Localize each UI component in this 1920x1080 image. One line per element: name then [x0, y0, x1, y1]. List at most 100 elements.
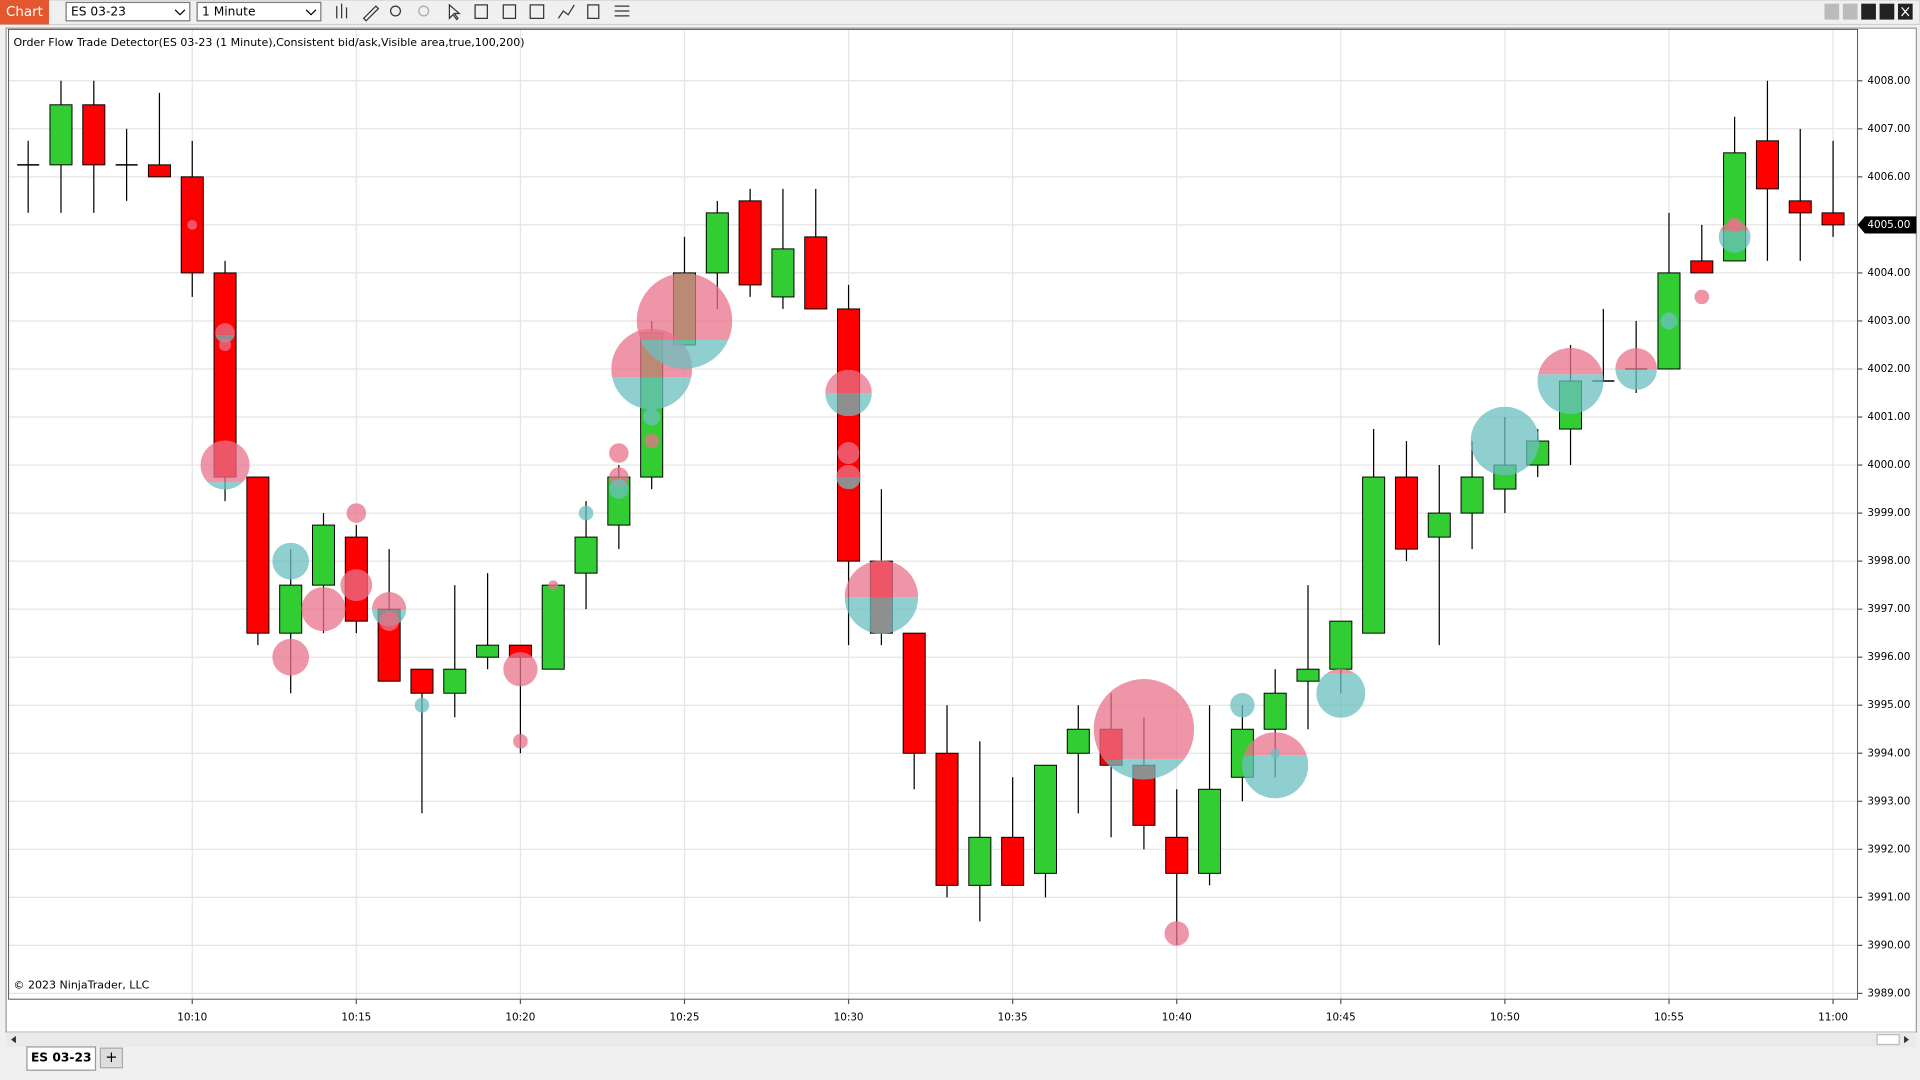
- y-tick-label: 3993.00: [1867, 795, 1910, 807]
- candle-body: [1263, 692, 1287, 730]
- y-tick-label: 3990.00: [1867, 939, 1910, 951]
- bubble-buy: [844, 597, 919, 634]
- bubble-buy: [1242, 755, 1309, 799]
- candle-body: [738, 200, 762, 286]
- bubble-sell: [1164, 921, 1189, 946]
- zoom-out-icon[interactable]: [418, 5, 430, 17]
- pointer-icon[interactable]: [448, 3, 461, 21]
- tab-label[interactable]: ES 03-23: [31, 1050, 92, 1064]
- y-tick-label: 3991.00: [1867, 891, 1910, 903]
- window-buttons: [1824, 3, 1913, 20]
- scrollbar[interactable]: [6, 1032, 1917, 1047]
- bubble-sell: [187, 219, 198, 230]
- candle-body: [902, 632, 926, 754]
- bubble-buy: [414, 697, 430, 713]
- bubble-sell: [644, 433, 660, 449]
- bubble-buy: [1615, 368, 1657, 390]
- y-tick-label: 4000.00: [1867, 459, 1910, 471]
- candle-body: [1165, 836, 1189, 874]
- plot-frame: [8, 28, 1859, 1000]
- templates-icon[interactable]: [502, 4, 517, 19]
- candle-body: [1033, 764, 1057, 874]
- x-tick-label: 10:25: [670, 1012, 700, 1024]
- candle-body: [1460, 476, 1484, 514]
- y-tick-label: 4003.00: [1867, 315, 1910, 327]
- candle-body: [147, 164, 171, 178]
- bubble-buy: [578, 505, 594, 521]
- x-tick-label: 10:10: [177, 1012, 207, 1024]
- bubble-sell: [215, 323, 235, 335]
- bubble-buy: [1718, 230, 1751, 253]
- candle-body: [1362, 476, 1386, 634]
- bubble-buy: [836, 477, 861, 490]
- draw-icon[interactable]: [362, 5, 380, 22]
- menu-icon[interactable]: [614, 5, 630, 17]
- interval-select[interactable]: [196, 1, 322, 22]
- add-tab-button[interactable]: [99, 1047, 124, 1069]
- y-tick-label: 4002.00: [1867, 363, 1910, 375]
- bubble-sell: [844, 560, 919, 598]
- candle-body: [246, 476, 270, 634]
- dropdown-arrow: [174, 9, 186, 16]
- chart-badge-label[interactable]: Chart: [6, 5, 43, 20]
- y-tick-label: 3989.00: [1867, 987, 1910, 999]
- bubble-buy: [272, 542, 310, 580]
- properties-icon[interactable]: [587, 4, 600, 19]
- x-tick-label: 10:50: [1490, 1012, 1520, 1024]
- strategies-icon[interactable]: [557, 4, 575, 19]
- bubble-buy: [643, 408, 661, 426]
- interval-select-label[interactable]: 1 Minute: [202, 5, 255, 19]
- tab[interactable]: [26, 1046, 97, 1071]
- window-button[interactable]: [1824, 3, 1840, 20]
- bubble-sell: [1243, 732, 1307, 756]
- copyright: © 2023 NinjaTrader, LLC: [13, 979, 149, 992]
- bubble-buy: [609, 479, 629, 499]
- candle-body: [1329, 620, 1353, 670]
- x-tick-label: 10:30: [834, 1012, 864, 1024]
- candle-body: [1296, 668, 1320, 682]
- candle-body: [1394, 476, 1418, 550]
- x-tick-label: 10:20: [505, 1012, 535, 1024]
- candle-body: [771, 248, 795, 298]
- x-tick-label: 10:55: [1654, 1012, 1684, 1024]
- bubble-sell: [301, 587, 346, 632]
- bubble-sell: [200, 440, 250, 483]
- bubble-buy: [825, 393, 872, 417]
- window-button[interactable]: [1842, 3, 1858, 20]
- candle-body: [705, 212, 729, 274]
- y-tick-label: 3997.00: [1867, 603, 1910, 615]
- bubble-buy: [207, 482, 243, 490]
- candle-body: [311, 524, 336, 586]
- indicators-icon[interactable]: [529, 4, 545, 19]
- bubble-buy: [1230, 692, 1255, 718]
- bubble-buy: [612, 377, 692, 410]
- plot-area: 3989.00 3990.00 3991.00 3992.00 3993.00 3994.…: [8, 29, 1910, 1024]
- candle-body: [1821, 212, 1845, 226]
- candle-body: [443, 668, 467, 694]
- instrument-select[interactable]: [65, 1, 191, 22]
- y-tick-label: 4001.00: [1867, 411, 1910, 423]
- candle-body: [804, 236, 828, 310]
- maximize-button[interactable]: [1879, 3, 1895, 20]
- candle-body: [837, 308, 861, 562]
- x-tick-label: 11:00: [1818, 1012, 1848, 1024]
- candle-body: [1427, 512, 1451, 538]
- candle-body: [476, 644, 500, 658]
- data-box-icon[interactable]: [474, 4, 488, 19]
- instrument-select-label[interactable]: ES 03-23: [71, 5, 126, 19]
- bubble-buy: [1103, 759, 1185, 780]
- bars-icon[interactable]: [336, 3, 348, 19]
- scroll-thumb[interactable]: [1876, 1034, 1900, 1046]
- candle-body: [1066, 728, 1090, 754]
- bubble-sell: [372, 592, 407, 610]
- bubble-buy: [1270, 748, 1281, 759]
- zoom-in-icon[interactable]: [390, 5, 402, 17]
- y-tick-label: 4008.00: [1867, 75, 1910, 87]
- y-tick-label: 3998.00: [1867, 555, 1910, 567]
- minimize-button[interactable]: [1861, 3, 1876, 20]
- bubble-buy: [1660, 312, 1678, 330]
- add-tab-label[interactable]: +: [105, 1049, 117, 1066]
- bubble-sell: [1727, 217, 1742, 233]
- chart-badge[interactable]: [0, 0, 49, 25]
